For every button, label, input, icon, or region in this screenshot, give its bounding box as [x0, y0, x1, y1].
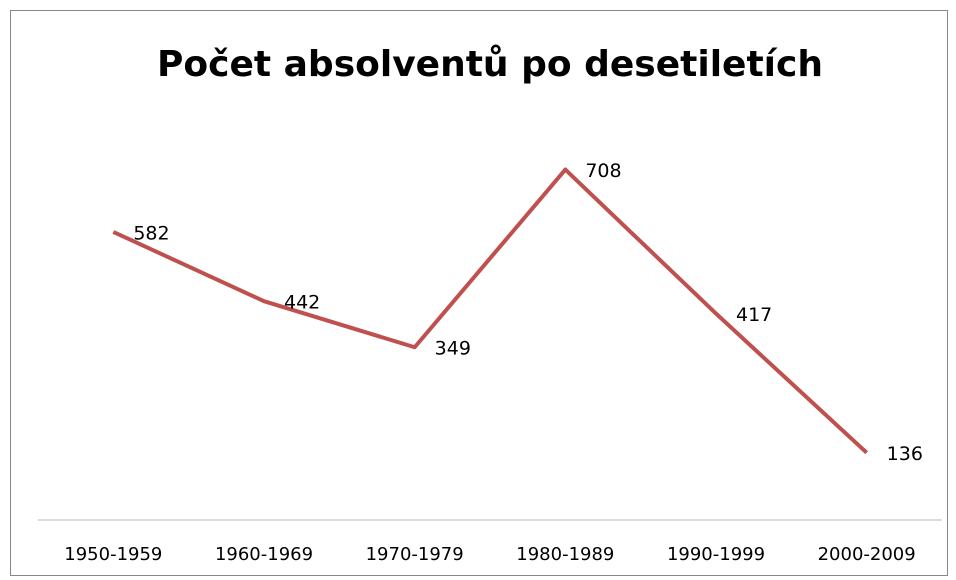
- data-label: 582: [133, 222, 169, 244]
- data-label: 349: [435, 338, 471, 360]
- x-tick-label: 1950-1959: [64, 544, 162, 565]
- data-label: 417: [736, 304, 772, 326]
- chart-border: [10, 10, 948, 576]
- chart-title: Počet absolventů po desetiletích: [157, 44, 823, 85]
- x-tick-label: 1980-1989: [516, 544, 614, 565]
- data-label: 442: [284, 292, 320, 314]
- data-line: [112, 167, 869, 455]
- data-label: 708: [585, 160, 621, 182]
- x-tick-label: 1990-1999: [667, 544, 765, 565]
- x-tick-label: 1960-1969: [215, 544, 313, 565]
- x-tick-label: 1970-1979: [366, 544, 464, 565]
- data-label: 136: [887, 443, 923, 465]
- x-tick-label: 2000-2009: [818, 544, 916, 565]
